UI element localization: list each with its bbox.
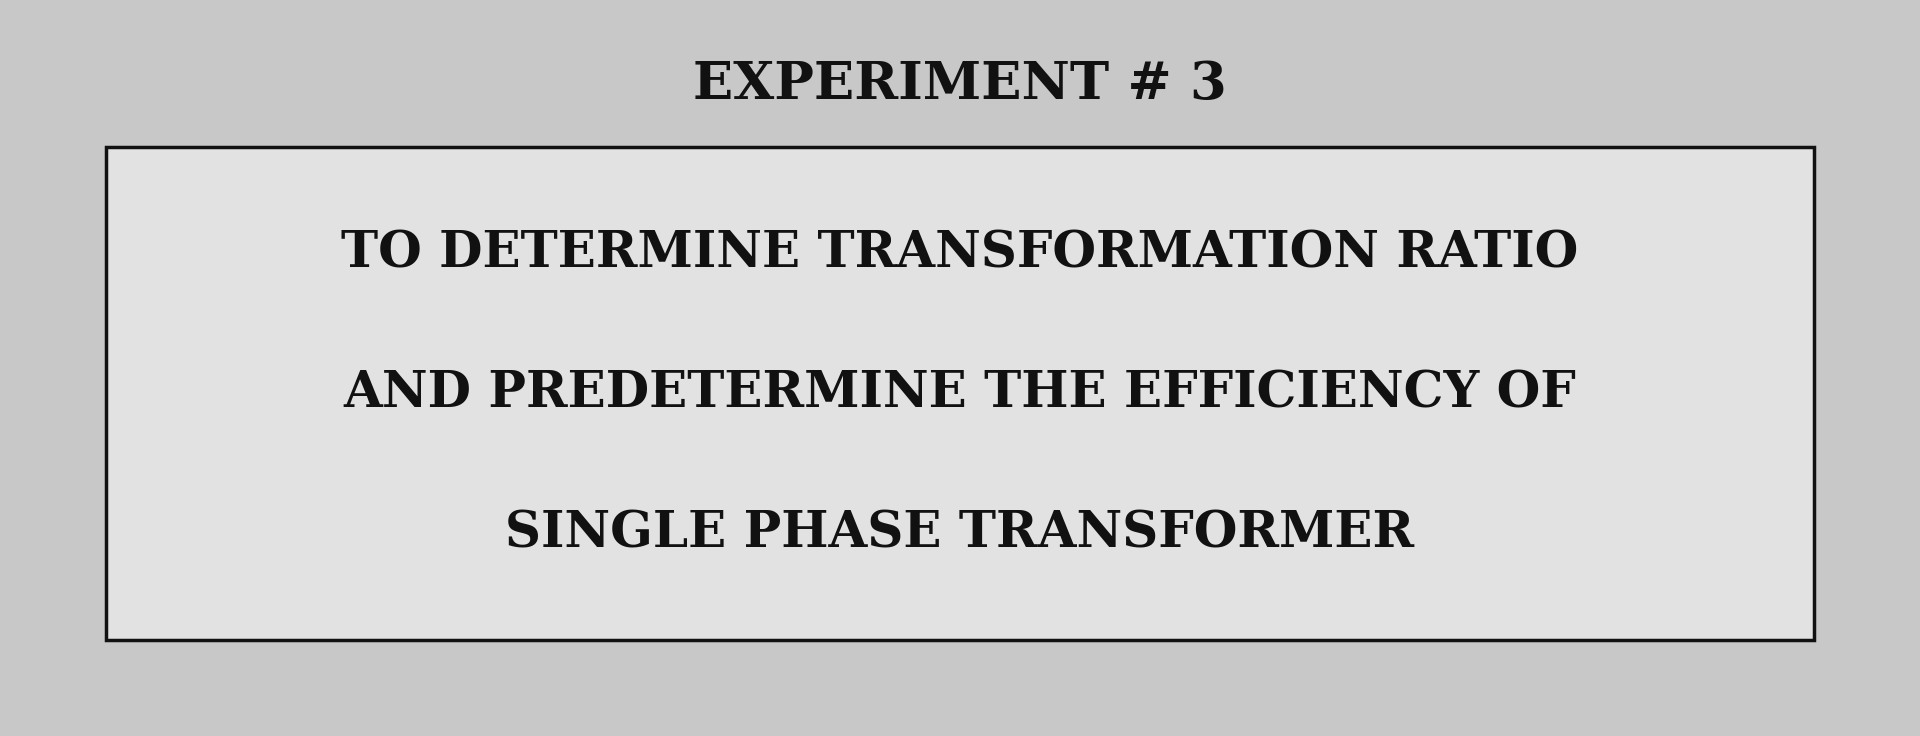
Text: TO DETERMINE TRANSFORMATION RATIO: TO DETERMINE TRANSFORMATION RATIO	[342, 230, 1578, 278]
Text: SINGLE PHASE TRANSFORMER: SINGLE PHASE TRANSFORMER	[505, 509, 1415, 558]
Text: AND PREDETERMINE THE EFFICIENCY OF: AND PREDETERMINE THE EFFICIENCY OF	[344, 369, 1576, 418]
Text: EXPERIMENT # 3: EXPERIMENT # 3	[693, 59, 1227, 110]
FancyBboxPatch shape	[106, 147, 1814, 640]
